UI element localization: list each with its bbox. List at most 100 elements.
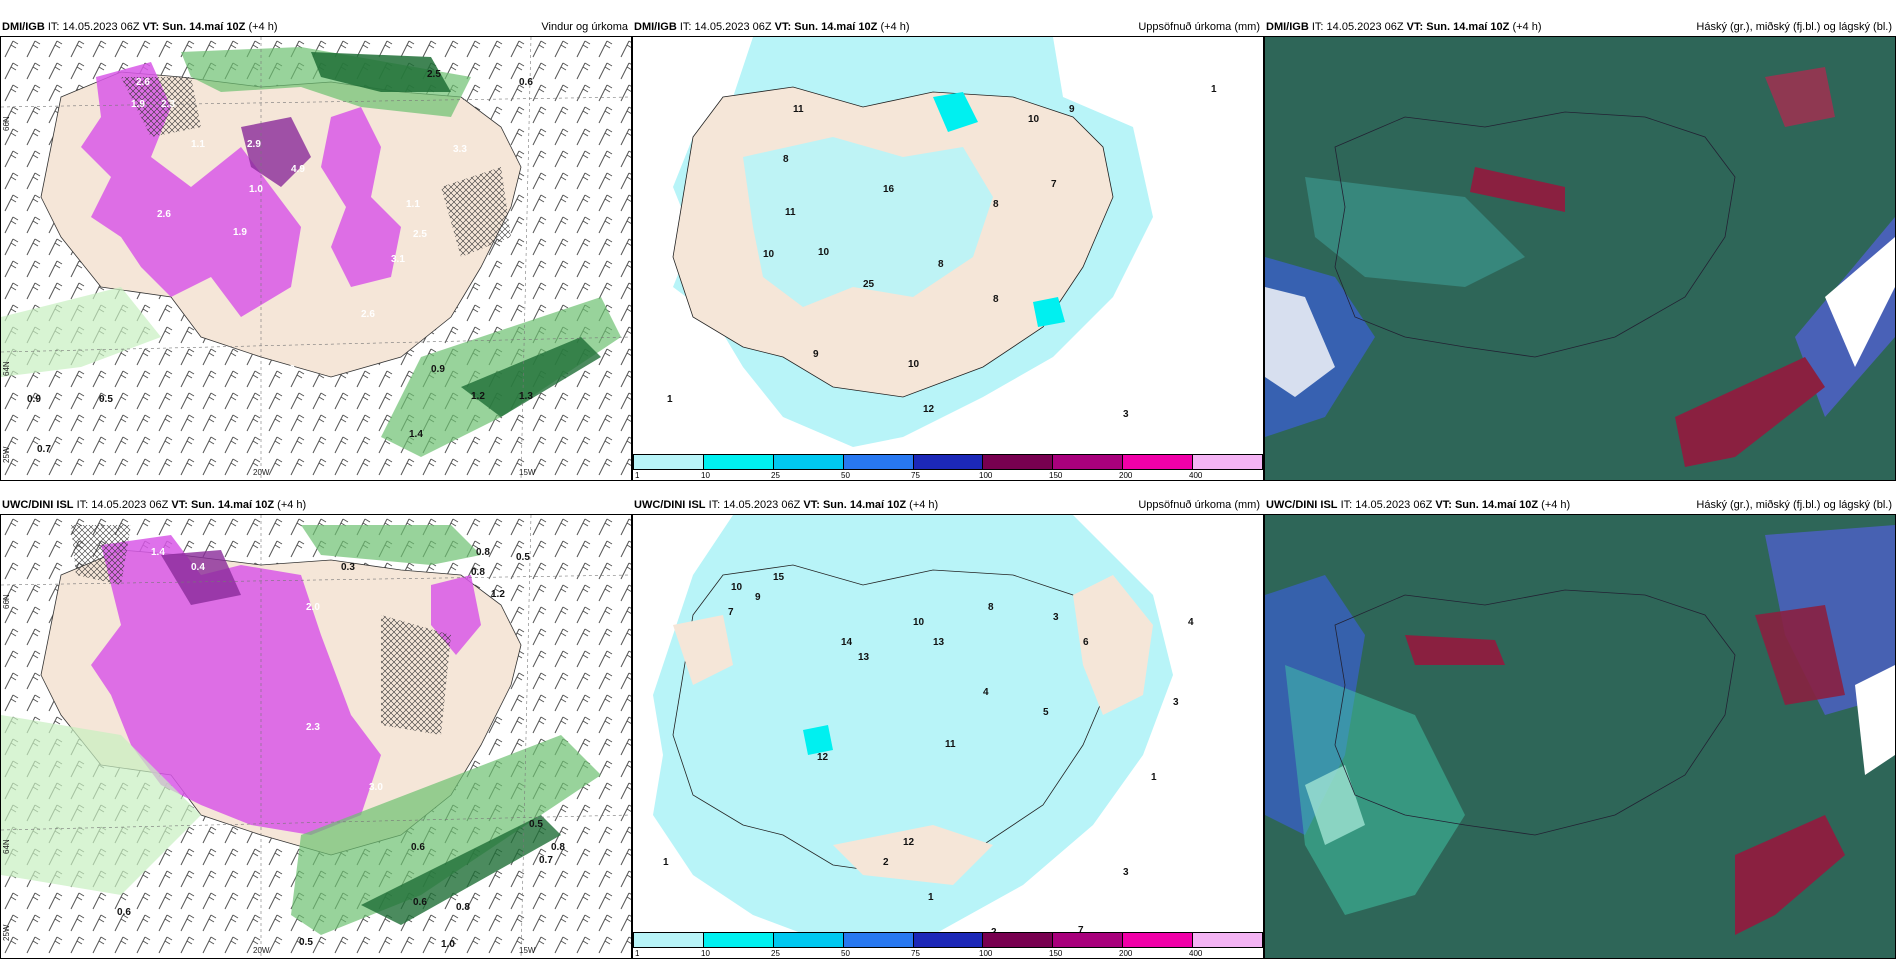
value-label: 10 (1028, 114, 1040, 125)
value-label: 0.9 (27, 394, 41, 405)
precip-value-labels: 1.4 0.4 0.3 0.8 0.5 1.2 0.8 2.0 2.3 3.0 … (117, 547, 565, 950)
value-label: 0.7 (37, 444, 51, 455)
lead-offset: (+4 h) (1512, 21, 1542, 33)
value-label: 2.6 (157, 209, 171, 220)
lead-offset: (+4 h) (880, 21, 910, 33)
value-label: 1.2 (471, 391, 485, 402)
colorbar-tick: 10 (701, 471, 710, 480)
land-exposed-east (1073, 575, 1153, 715)
lon-label-15w: 15W (519, 468, 536, 477)
colorbar-cell (983, 933, 1054, 947)
value-label: 1.1 (191, 139, 205, 150)
colorbar-tick: 50 (841, 949, 850, 958)
map-accum-precip[interactable]: 11 10 9 8 16 8 11 10 7 8 25 8 10 9 10 12… (632, 36, 1264, 481)
colorbar-tick: 75 (911, 471, 920, 480)
value-label: 9 (1069, 104, 1075, 115)
accum-value-labels: 10 9 7 15 14 13 10 8 13 12 11 4 5 3 2 1 … (663, 572, 1194, 938)
precip-green-se-dark (361, 815, 561, 925)
colorbar-cell (1053, 455, 1124, 469)
value-label: 13 (858, 652, 870, 663)
vt-label: VT: (1406, 21, 1424, 33)
colorbar-cells (633, 932, 1263, 948)
cloud-high-red (1675, 357, 1825, 467)
value-label: 6 (1083, 637, 1089, 648)
value-label: 1.4 (409, 429, 423, 440)
colorbar-tick: 150 (1049, 949, 1063, 958)
value-label: 2.3 (161, 99, 175, 110)
graticule-15w (520, 37, 532, 480)
map-wind-precip[interactable]: 66N 64N 25W 20W 15W 2.6 1.9 2.3 2.5 0.6 … (0, 36, 632, 481)
precip-magenta (91, 535, 381, 835)
value-label: 1 (667, 394, 673, 405)
model-name: DMI/IGB (1266, 21, 1309, 33)
panel-uwc-accum: UWC/DINI ISL IT: 14.05.2023 06Z VT: Sun.… (632, 496, 1264, 959)
accum-value-labels: 11 10 9 8 16 8 11 10 7 8 25 8 10 9 10 12… (667, 84, 1217, 420)
value-label: 2.3 (306, 722, 320, 733)
land-iceland (672, 564, 1114, 876)
precip-green-north (301, 525, 481, 565)
precip-cyan-strong (933, 92, 978, 132)
value-label: 0.8 (476, 547, 490, 558)
value-label: 0.8 (456, 902, 470, 913)
hatch-region (121, 77, 201, 137)
init-time: 14.05.2023 06Z (694, 21, 772, 33)
colorbar-tick: 100 (979, 471, 993, 480)
colorbar-tick: 75 (911, 949, 920, 958)
precip-colorbar: 1 10 25 50 75 100 150 200 400 (633, 454, 1263, 480)
colorbar-cells (633, 454, 1263, 470)
value-label: 16 (883, 184, 895, 195)
value-label: 11 (945, 739, 956, 750)
cloud-high-red-3 (1765, 67, 1835, 127)
value-label: 0.9 (431, 364, 445, 375)
hatch-region-2 (381, 615, 451, 735)
map-cloud-cover-uwc[interactable] (1264, 514, 1896, 959)
value-label: 0.5 (299, 937, 313, 948)
value-label: 2.6 (136, 77, 150, 88)
value-label: 2.5 (427, 69, 441, 80)
value-label: 2.6 (361, 309, 375, 320)
map-accum-precip-uwc[interactable]: 10 9 7 15 14 13 10 8 13 12 11 4 5 3 2 1 … (632, 514, 1264, 959)
it-label: IT: (1311, 21, 1324, 33)
value-label: 10 (913, 617, 925, 628)
panel-header: UWC/DINI ISL IT: 14.05.2023 06Z VT: Sun.… (632, 496, 1264, 514)
value-label: 0.6 (413, 897, 427, 908)
valid-time: Sun. 14.maí 10Z (1426, 21, 1510, 33)
value-label: 12 (817, 752, 829, 763)
colorbar-cell (1193, 455, 1263, 469)
value-label: 10 (818, 247, 830, 258)
value-label: 1.4 (151, 547, 165, 558)
value-label: 3 (1123, 409, 1129, 420)
precip-magenta-dark (241, 117, 311, 187)
lead-offset: (+4 h) (909, 499, 939, 511)
valid-time: Sun. 14.maí 10Z (190, 499, 275, 511)
precip-colorbar: 1 10 25 50 75 100 150 200 400 (633, 932, 1263, 958)
value-label: 0.7 (539, 855, 553, 866)
colorbar-cell (634, 455, 704, 469)
colorbar-tick: 10 (701, 949, 710, 958)
precip-value-labels: 2.6 1.9 2.3 2.5 0.6 2.9 4.9 1.0 3.3 1.9 … (27, 69, 533, 455)
value-label: 1.1 (406, 199, 420, 210)
colorbar-cell (843, 455, 914, 469)
value-label: 8 (993, 294, 999, 305)
value-label: 3.1 (391, 254, 405, 265)
cloud-cyan-band (1285, 665, 1465, 915)
value-label: 5 (1043, 707, 1049, 718)
valid-time: Sun. 14.maí 10Z (794, 21, 878, 33)
colorbar-cell (843, 933, 914, 947)
lead-offset: (+4 h) (248, 21, 278, 33)
panel-title: Uppsöfnuð úrkoma (mm) (1138, 499, 1260, 511)
value-label: 7 (728, 607, 734, 618)
value-label: 1.9 (281, 364, 295, 375)
map-wind-precip-uwc[interactable]: 66N 64N 25W 20W 15W 1.4 0.4 0.3 0.8 0.5 … (0, 514, 632, 959)
value-label: 3.0 (369, 782, 383, 793)
colorbar-tick: 200 (1119, 471, 1133, 480)
vt-label: VT: (1435, 499, 1452, 511)
colorbar-cell (1123, 455, 1194, 469)
value-label: 2.0 (306, 602, 320, 613)
precip-magenta-2 (321, 107, 401, 287)
colorbar-tick: 400 (1189, 471, 1203, 480)
value-label: 1.9 (131, 99, 145, 110)
value-label: 7 (1051, 179, 1057, 190)
map-cloud-cover[interactable] (1264, 36, 1896, 481)
value-label: 8 (938, 259, 944, 270)
